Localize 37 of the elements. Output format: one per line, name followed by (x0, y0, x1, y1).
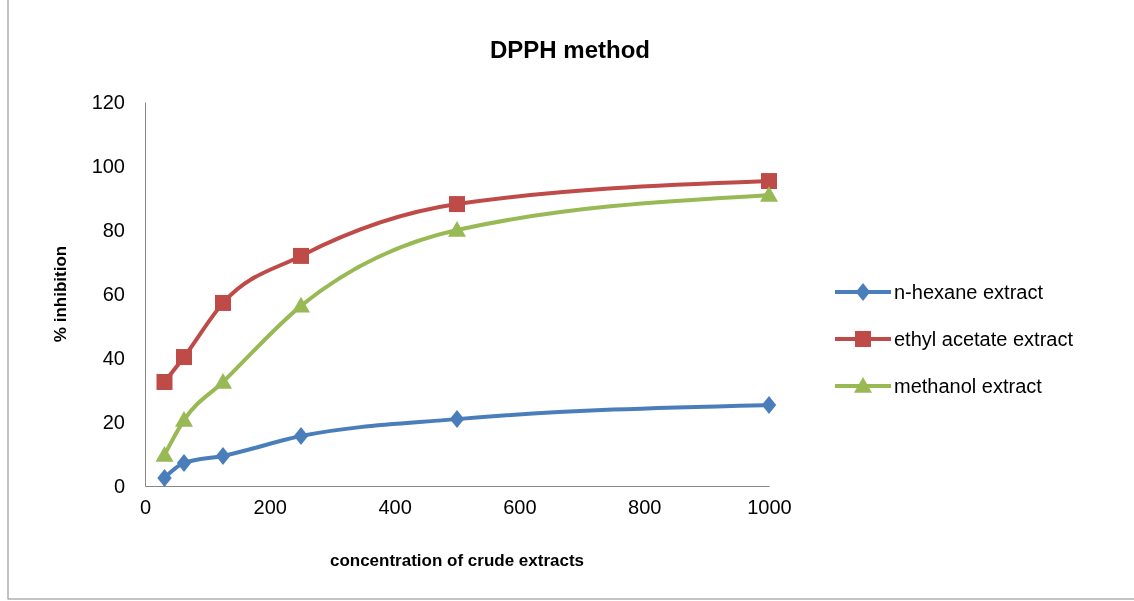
point (215, 294, 231, 311)
y-tick-label: 100 (91, 154, 125, 177)
point (760, 186, 778, 202)
y-tick-label: 20 (102, 410, 125, 433)
x-tick-label: 800 (628, 496, 662, 519)
x-tick-label: 1000 (747, 496, 792, 519)
legend-label: ethyl acetate extract (894, 328, 1074, 350)
y-axis-title: % inhibition (51, 245, 70, 343)
x-tick-label: 600 (503, 496, 537, 519)
chart-title: DPPH method (489, 36, 651, 63)
point (214, 373, 232, 389)
y-tick-label: 120 (91, 90, 125, 113)
x-axis-title: concentration of crude extracts (329, 551, 585, 570)
legend-label: methanol extract (894, 375, 1043, 397)
point (176, 349, 192, 366)
point (215, 446, 231, 465)
point (155, 445, 174, 462)
point (761, 173, 777, 190)
point (761, 396, 777, 415)
point (292, 296, 310, 313)
y-tick-label: 60 (102, 282, 125, 305)
x-tick-label: 400 (378, 496, 412, 519)
x-tick-label: 200 (253, 496, 287, 519)
y-tick-label: 40 (102, 346, 125, 369)
point (449, 196, 465, 213)
point (175, 411, 193, 427)
point (157, 469, 172, 487)
legend-label: n-hexane extract (894, 281, 1044, 303)
y-tick-label: 0 (113, 474, 125, 497)
point (156, 374, 173, 390)
y-tick-label: 80 (102, 218, 125, 241)
point (293, 247, 309, 264)
point (293, 427, 309, 446)
point (448, 221, 466, 237)
x-tick-label: 0 (139, 496, 152, 519)
point (176, 453, 192, 472)
point (449, 410, 465, 429)
